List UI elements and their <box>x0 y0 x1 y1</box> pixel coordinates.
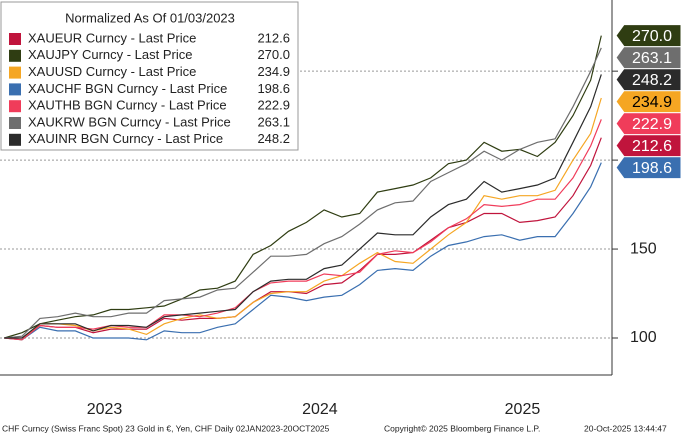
footer-copyright: Copyright© 2025 Bloomberg Finance L.P. <box>384 423 540 433</box>
series-line <box>4 97 602 341</box>
legend-label: XAUKRW BGN Curncy - Last Price <box>28 114 231 129</box>
legend-label: XAUTHB BGN Curncy - Last Price <box>28 98 227 113</box>
y-tick-label: 100 <box>630 329 657 346</box>
x-tick-label: 2024 <box>302 401 338 418</box>
value-label-box <box>615 24 681 48</box>
legend-swatch <box>9 33 21 45</box>
legend-swatch <box>9 117 21 129</box>
value-label: 212.6 <box>615 134 681 158</box>
value-label-text: 222.9 <box>632 116 672 133</box>
legend-swatch <box>9 133 21 146</box>
legend-value: 198.6 <box>257 81 290 96</box>
legend-swatch <box>9 100 21 113</box>
value-label-box <box>615 68 681 92</box>
value-label-box <box>615 90 681 114</box>
legend-value: 212.6 <box>257 30 290 45</box>
value-label-box <box>615 112 681 136</box>
legend-label: XAUINR BGN Curncy - Last Price <box>28 131 223 146</box>
footer-source: CHF Curncy (Swiss Franc Spot) 23 Gold in… <box>2 423 330 433</box>
legend-swatch <box>9 83 21 96</box>
value-label-text: 248.2 <box>632 72 672 89</box>
legend-label: XAUUSD Curncy - Last Price <box>28 64 196 79</box>
series-line <box>4 35 602 339</box>
value-label: 263.1 <box>615 46 681 70</box>
value-label: 234.9 <box>615 90 681 114</box>
value-label-text: 270.0 <box>632 28 672 45</box>
series-line <box>4 47 602 339</box>
legend-value: 248.2 <box>257 131 290 146</box>
value-label-box <box>615 134 681 158</box>
legend-value: 234.9 <box>257 64 290 79</box>
value-label-text: 198.6 <box>632 160 672 177</box>
legend-value: 270.0 <box>257 47 290 62</box>
legend-title: Normalized As Of 01/03/2023 <box>65 10 235 25</box>
value-label: 198.6 <box>615 156 681 180</box>
legend-box <box>0 1 299 151</box>
x-tick-label: 2023 <box>87 401 123 418</box>
value-label: 222.9 <box>615 112 681 136</box>
value-label-text: 234.9 <box>632 94 672 111</box>
value-label-text: 212.6 <box>632 138 672 155</box>
legend-label: XAUJPY Curncy - Last Price <box>28 47 192 62</box>
legend-swatch <box>9 66 21 79</box>
legend-value: 263.1 <box>257 114 290 129</box>
series-line <box>4 74 602 339</box>
value-label: 270.0 <box>615 24 681 48</box>
legend-label: XAUEUR Curncy - Last Price <box>28 30 196 45</box>
series-line <box>4 162 602 341</box>
value-label-text: 263.1 <box>632 50 672 67</box>
x-tick-label: 2025 <box>505 401 541 418</box>
legend-value: 222.9 <box>257 98 290 113</box>
series-line <box>4 119 602 341</box>
value-label: 248.2 <box>615 68 681 92</box>
value-label-box <box>615 156 681 180</box>
footer-timestamp: 20-Oct-2025 13:44:47 <box>584 423 667 433</box>
value-label-box <box>615 46 681 70</box>
legend-swatch <box>9 49 21 62</box>
series-line <box>4 137 602 339</box>
legend-label: XAUCHF BGN Curncy - Last Price <box>28 81 227 96</box>
y-tick-label: 150 <box>630 240 657 257</box>
